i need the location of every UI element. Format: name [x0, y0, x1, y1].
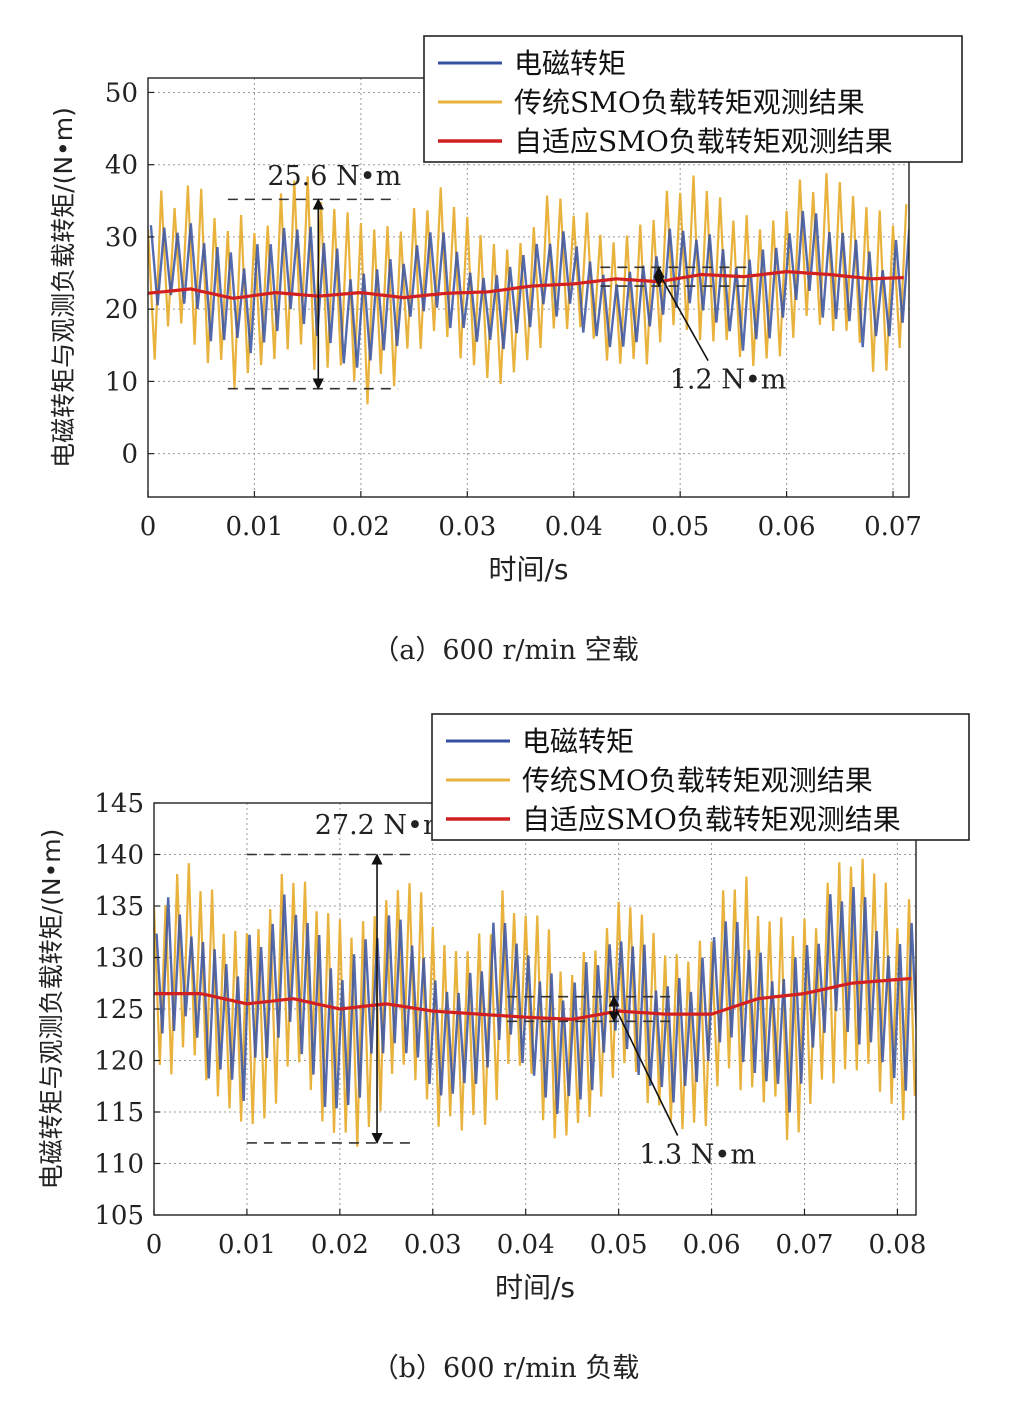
x-axis-label: 时间/s	[495, 1271, 575, 1304]
chart-panel-a: 0 0.01 0.02 0.03 0.04 0.05 0.06 0.07 0 10 20 30 40 50…	[0, 0, 1011, 700]
legend-label: 传统SMO负载转矩观测结果	[522, 764, 873, 797]
chart-panel-b: 0 0.01 0.02 0.03 0.04 0.05 0.06 0.07 0.08 105 110 1…	[0, 700, 1011, 1402]
x-axis-label: 时间/s	[488, 553, 568, 586]
y-axis-label: 电磁转矩与观测负载转矩/(N•m)	[49, 107, 78, 468]
x-tick-label: 0.03	[404, 1230, 462, 1260]
legend-box	[431, 713, 970, 841]
annotation-label: 25.6 N•m	[267, 161, 401, 192]
x-tick-label: 0	[146, 1230, 163, 1260]
chart-a: 0 0.01 0.02 0.03 0.04 0.05 0.06 0.07 0 10 20 30 40 50…	[49, 35, 963, 586]
chart-b: 0 0.01 0.02 0.03 0.04 0.05 0.06 0.07 0.08 105 110 1…	[37, 713, 970, 1304]
y-tick-label: 145	[94, 789, 144, 819]
y-axis-label: 电磁转矩与观测负载转矩/(N•m)	[37, 829, 66, 1190]
x-tick-label: 0.05	[651, 512, 709, 542]
series-traditional-smo-line	[154, 858, 916, 1147]
annotation-label: 1.3 N•m	[639, 1140, 756, 1171]
x-tick-label: 0.04	[545, 512, 603, 542]
annotation-leader-line	[615, 1008, 679, 1136]
x-tick-label: 0	[140, 512, 157, 542]
legend-label: 自适应SMO负载转矩观测结果	[522, 803, 901, 836]
y-tick-label: 30	[105, 223, 138, 253]
legend-label: 电磁转矩	[514, 47, 626, 80]
x-tick-label: 0.06	[758, 512, 816, 542]
x-tick-label: 0.01	[218, 1230, 276, 1260]
x-tick-label: 0.06	[683, 1230, 741, 1260]
x-tick-label: 0.08	[868, 1230, 926, 1260]
legend-label: 传统SMO负载转矩观测结果	[514, 86, 865, 119]
annotation-ripple-traditional: 27.2 N•m	[246, 810, 449, 1145]
y-tick-label: 40	[105, 151, 138, 181]
y-tick-label: 140	[94, 841, 144, 871]
y-tick-label: 105	[94, 1201, 144, 1231]
annotation-leader-line	[660, 276, 709, 362]
annotation-ripple-traditional: 25.6 N•m	[227, 161, 401, 390]
x-tick-label: 0.01	[225, 512, 283, 542]
annotation-ripple-adaptive: 1.3 N•m	[507, 995, 756, 1171]
y-tick-label: 125	[94, 995, 144, 1025]
y-tick-label: 135	[94, 892, 144, 922]
legend-box	[423, 35, 963, 163]
y-tick-label: 110	[94, 1150, 144, 1180]
x-tick-label: 0.07	[776, 1230, 834, 1260]
annotation-label: 27.2 N•m	[315, 810, 449, 841]
x-tick-label: 0.05	[590, 1230, 648, 1260]
series-adaptive-smo-line	[148, 269, 904, 300]
x-tick-label: 0.04	[497, 1230, 555, 1260]
plot-area	[154, 858, 916, 1147]
series-electromagnetic-torque-line	[155, 887, 916, 1114]
legend-label: 电磁转矩	[522, 725, 634, 758]
x-tick-label: 0.02	[332, 512, 390, 542]
series-traditional-smo-line	[148, 173, 908, 405]
annotation-label: 1.2 N•m	[670, 365, 787, 396]
x-tick-label: 0.02	[311, 1230, 369, 1260]
y-tick-label: 20	[105, 295, 138, 325]
y-tick-label: 130	[94, 944, 144, 974]
x-tick-label: 0.07	[864, 512, 922, 542]
y-tick-label: 50	[105, 78, 138, 108]
legend-label: 自适应SMO负载转矩观测结果	[514, 125, 893, 158]
y-tick-label: 0	[121, 440, 138, 470]
y-tick-label: 115	[94, 1098, 144, 1128]
series-electromagnetic-torque-line	[149, 210, 909, 368]
caption-a: （a）600 r/min 空载	[372, 635, 639, 666]
ticks: 0 0.01 0.02 0.03 0.04 0.05 0.06 0.07 0.08 105 110 1…	[94, 789, 926, 1260]
caption-b: （b）600 r/min 负载	[371, 1353, 640, 1384]
plot-area	[148, 173, 909, 405]
ticks: 0 0.01 0.02 0.03 0.04 0.05 0.06 0.07 0 10 20 30 40 50	[105, 78, 922, 542]
y-tick-label: 120	[94, 1047, 144, 1077]
series-adaptive-smo-line	[154, 976, 912, 1021]
annotation-ripple-adaptive: 1.2 N•m	[600, 266, 787, 396]
x-tick-label: 0.03	[438, 512, 496, 542]
y-tick-label: 10	[105, 367, 138, 397]
